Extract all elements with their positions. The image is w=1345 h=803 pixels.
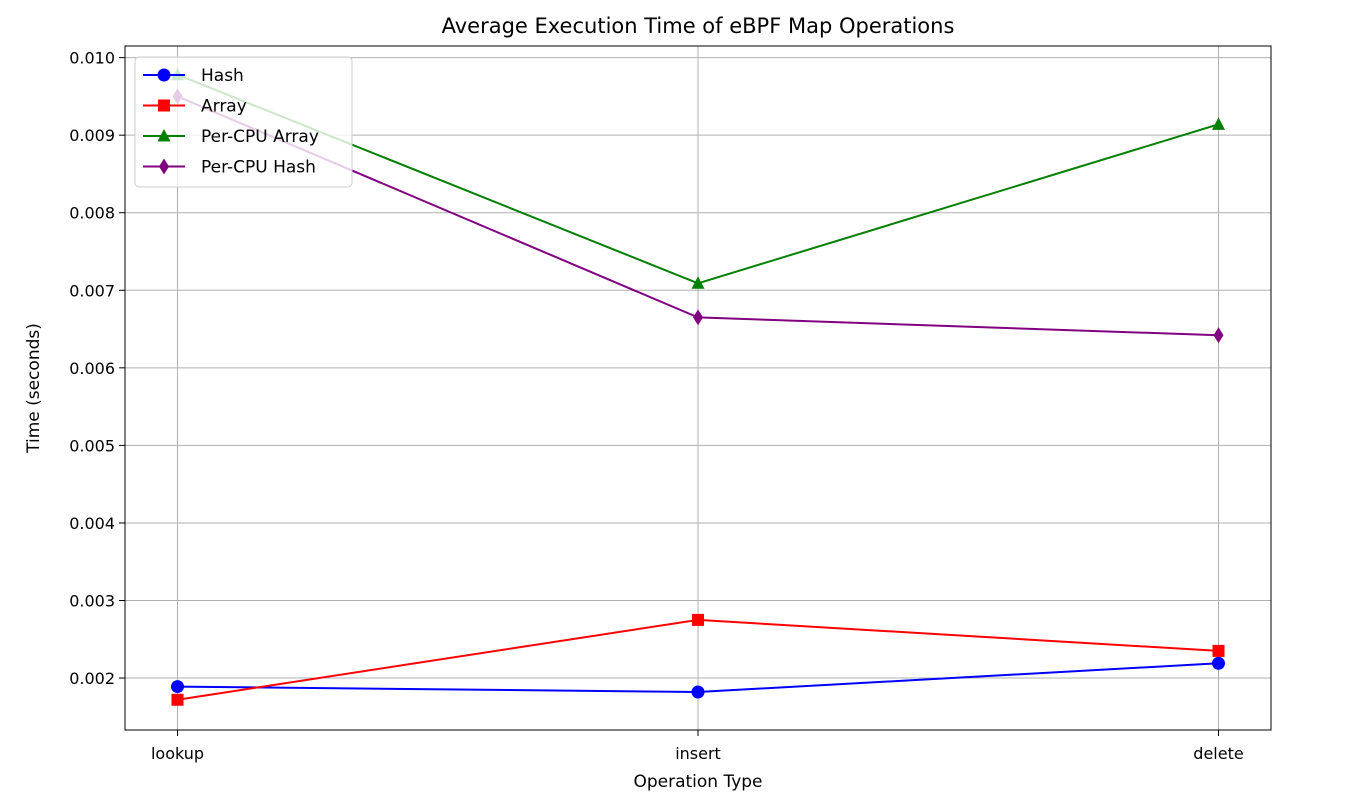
data-point — [171, 680, 184, 694]
legend-label: Array — [201, 97, 247, 117]
legend-marker — [159, 158, 169, 175]
y-axis: 0.002 0.003 0.004 0.005 0.006 0.007 0.008 0.009… — [69, 49, 125, 688]
legend-marker — [157, 68, 171, 82]
x-tick-label: delete — [1193, 744, 1243, 763]
y-axis-label: Time (seconds) — [24, 323, 44, 454]
y-tick-label: 0.007 — [69, 281, 115, 300]
legend-label: Per-CPU Array — [201, 127, 319, 147]
legend-box — [134, 56, 353, 188]
y-tick-label: 0.004 — [69, 514, 115, 533]
legend-label: Hash — [201, 66, 244, 86]
data-point — [1212, 644, 1225, 657]
y-tick-label: 0.003 — [69, 591, 115, 610]
y-tick-label: 0.006 — [69, 359, 115, 378]
data-point — [1212, 117, 1225, 130]
data-point — [171, 693, 184, 706]
x-tick-label: insert — [675, 744, 721, 763]
series-array — [171, 613, 1225, 706]
grid — [125, 46, 1271, 730]
x-axis: lookup insert delete — [151, 730, 1244, 763]
y-tick-label: 0.008 — [69, 204, 115, 223]
chart-title: Average Execution Time of eBPF Map Opera… — [442, 14, 955, 38]
data-point — [691, 276, 705, 289]
data-point — [693, 309, 703, 326]
data-point — [691, 685, 705, 699]
y-tick-label: 0.009 — [69, 126, 115, 145]
series-hash — [171, 656, 1225, 699]
data-point — [692, 613, 704, 626]
data-point — [1213, 327, 1224, 344]
y-tick-label: 0.010 — [69, 49, 115, 68]
y-tick-label: 0.002 — [69, 669, 115, 688]
x-axis-label: Operation Type — [633, 772, 762, 792]
legend-marker — [158, 99, 170, 112]
legend: Hash Array Per-CPU Array Per-CPU Hash — [134, 56, 353, 188]
legend-marker — [157, 129, 171, 142]
x-tick-label: lookup — [151, 744, 204, 763]
legend-label: Per-CPU Hash — [201, 158, 316, 178]
y-tick-label: 0.005 — [69, 436, 115, 455]
data-point — [1212, 656, 1225, 670]
